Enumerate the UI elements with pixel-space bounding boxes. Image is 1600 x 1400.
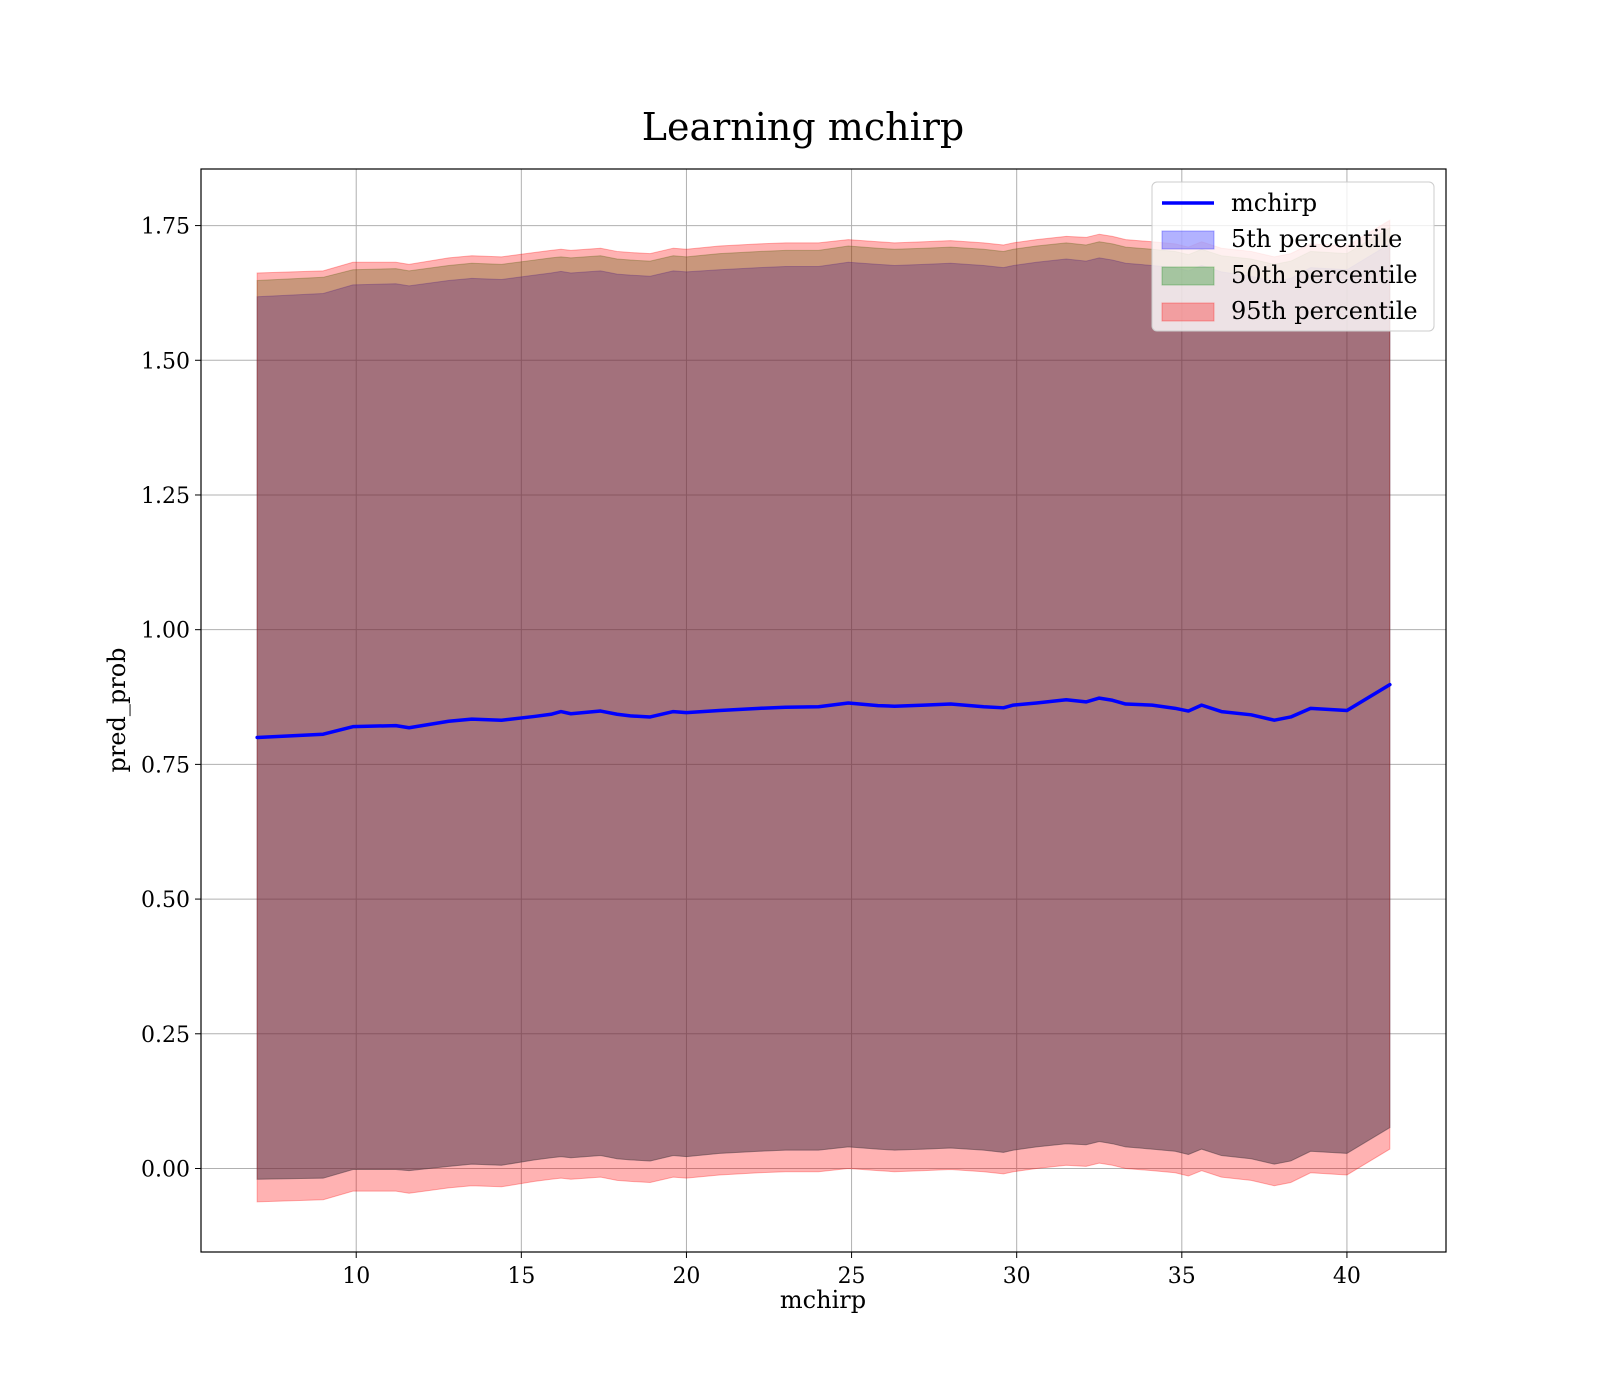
x-tick-label: 10 <box>342 1264 370 1289</box>
legend: mchirp 5th percentile 50th percentile 95th … <box>1151 181 1435 332</box>
y-axis-label: pred_prob <box>103 647 131 772</box>
x-axis-label: mchirp <box>780 1286 866 1314</box>
y-tick-label: 1.00 <box>141 619 190 644</box>
legend-box <box>1151 181 1435 332</box>
x-tick-label: 25 <box>838 1264 866 1289</box>
legend-label: 95th percentile <box>1231 297 1418 325</box>
y-tick-label: 1.75 <box>141 215 190 240</box>
bands-layer <box>256 219 1391 1203</box>
x-tick-label: 20 <box>672 1264 700 1289</box>
lines-layer <box>255 682 1392 740</box>
legend-patch-swatch <box>1161 302 1215 322</box>
95th-percentile-band <box>256 219 1391 1203</box>
5th-percentile-band <box>256 243 1391 1180</box>
x-tick-label: 30 <box>1003 1264 1031 1289</box>
y-tick-label: 0.50 <box>141 888 190 913</box>
y-tick-label: 0.00 <box>141 1157 190 1182</box>
y-tick-label: 1.25 <box>141 484 190 509</box>
legend-label: 5th percentile <box>1231 225 1402 253</box>
mchirp-series-line <box>255 682 1392 740</box>
legend-label: 50th percentile <box>1231 261 1418 289</box>
y-tick-label: 0.25 <box>141 1023 190 1048</box>
x-tick-label: 40 <box>1333 1264 1361 1289</box>
legend-patch-swatch <box>1161 266 1215 286</box>
ticks-layer: 10 15 20 25 30 35 40 0.00 0.25 0.50 0.75 1.00 1.25 1.… <box>141 215 1361 1289</box>
x-tick-label: 35 <box>1168 1264 1196 1289</box>
plot-frame <box>200 168 1447 1253</box>
y-tick-label: 1.50 <box>141 349 190 374</box>
50th-percentile-band <box>256 226 1391 1180</box>
x-tick-label: 15 <box>507 1264 535 1289</box>
y-tick-label: 0.75 <box>141 753 190 778</box>
legend-patch-swatch <box>1161 230 1215 250</box>
legend-label: mchirp <box>1231 189 1317 217</box>
chart-title: Learning mchirp <box>642 105 964 149</box>
